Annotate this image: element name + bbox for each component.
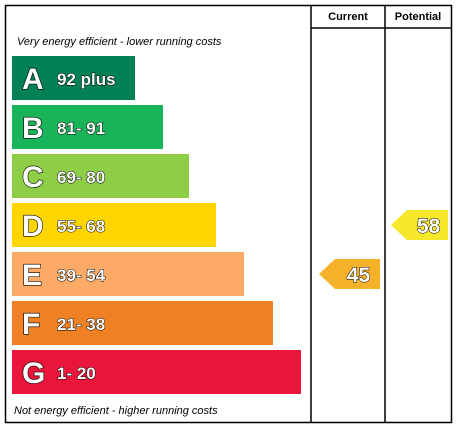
band-c: C 69- 80 <box>12 154 189 198</box>
band-bar-e <box>12 252 244 296</box>
band-bar-b <box>12 105 163 149</box>
band-letter-c: C <box>22 161 44 194</box>
rating-bands: A 92 plus B 81- 91 C 69- 80 D 55- 68 E 39- 54 F 21-… <box>12 56 301 394</box>
current-rating-value: 45 <box>347 264 371 287</box>
band-f: F 21- 38 <box>12 301 273 345</box>
potential-column-header: Potential <box>395 11 441 23</box>
band-d: D 55- 68 <box>12 203 216 247</box>
band-range-b: 81- 91 <box>57 119 105 138</box>
band-bar-c <box>12 154 189 198</box>
band-letter-d: D <box>22 210 44 243</box>
band-bar-d <box>12 203 216 247</box>
band-bar-a <box>12 56 135 100</box>
band-letter-e: E <box>22 259 42 292</box>
rating-markers: 45 58 <box>319 210 448 289</box>
current-rating-marker: 45 <box>319 259 380 289</box>
band-g: G 1- 20 <box>12 350 301 394</box>
top-note: Very energy efficient - lower running co… <box>17 36 222 48</box>
band-letter-a: A <box>22 63 44 96</box>
potential-rating-arrow <box>391 210 448 240</box>
potential-rating-value: 58 <box>417 215 441 238</box>
potential-rating-marker: 58 <box>391 210 448 240</box>
band-e: E 39- 54 <box>12 252 244 296</box>
band-letter-b: B <box>22 112 44 145</box>
band-bar-f <box>12 301 273 345</box>
band-range-a: 92 plus <box>57 70 116 89</box>
band-range-g: 1- 20 <box>57 364 96 383</box>
band-range-c: 69- 80 <box>57 168 105 187</box>
band-range-d: 55- 68 <box>57 217 105 236</box>
bottom-note: Not energy efficient - higher running co… <box>14 405 218 417</box>
current-rating-arrow <box>319 259 380 289</box>
band-range-f: 21- 38 <box>57 315 105 334</box>
band-letter-f: F <box>22 308 40 341</box>
band-range-e: 39- 54 <box>57 266 106 285</box>
band-bar-g <box>12 350 301 394</box>
band-b: B 81- 91 <box>12 105 163 149</box>
current-column-header: Current <box>328 11 368 23</box>
band-letter-g: G <box>22 357 45 390</box>
chart-frame <box>4 4 453 424</box>
band-a: A 92 plus <box>12 56 135 100</box>
